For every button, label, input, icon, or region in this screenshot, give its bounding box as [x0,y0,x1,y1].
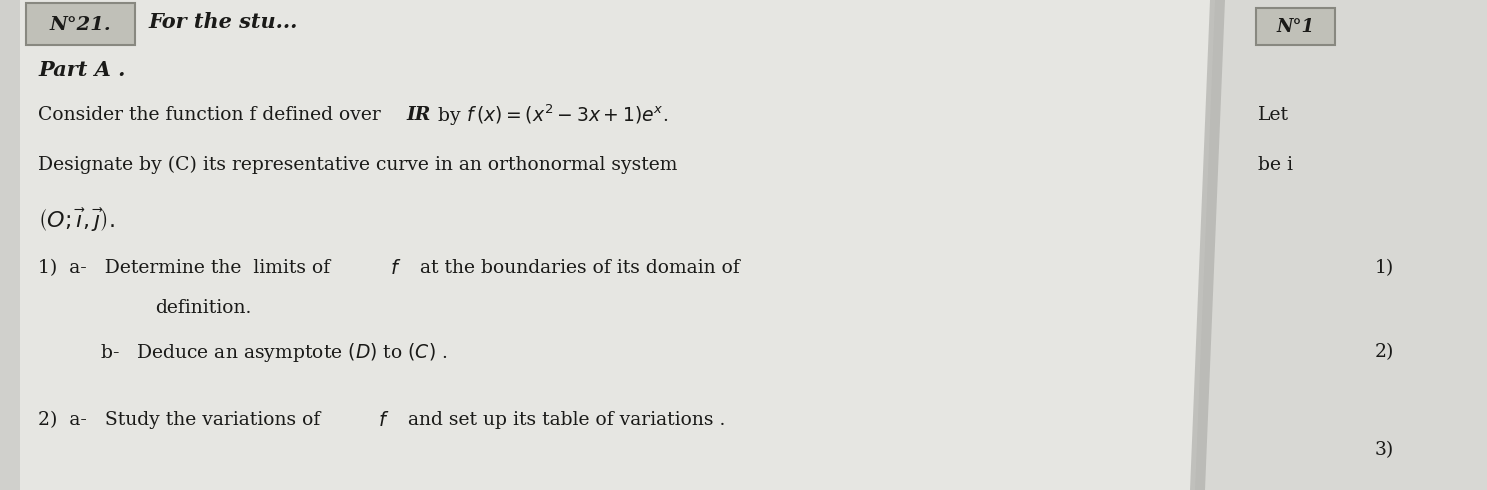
Text: $\left(O;\vec{\imath},\vec{\jmath}\right).$: $\left(O;\vec{\imath},\vec{\jmath}\right… [39,206,114,234]
Text: 2)  a-   Study the variations of: 2) a- Study the variations of [39,411,326,429]
FancyBboxPatch shape [25,3,135,45]
Text: N°1: N°1 [1276,18,1315,36]
Text: 3): 3) [1375,441,1395,459]
Text: 1)  a-   Determine the  limits of: 1) a- Determine the limits of [39,259,336,277]
Text: IR: IR [406,106,430,124]
Polygon shape [19,0,1219,490]
Text: and set up its table of variations .: and set up its table of variations . [396,411,726,429]
Text: $f$: $f$ [378,411,390,430]
Text: N°21.: N°21. [49,16,112,34]
Text: Let: Let [1258,106,1289,124]
Text: b-   Deduce an asymptote $(D)$ to $(C)$ .: b- Deduce an asymptote $(D)$ to $(C)$ . [100,341,448,364]
Text: at the boundaries of its domain of: at the boundaries of its domain of [407,259,739,277]
Text: Part A .: Part A . [39,60,125,80]
Text: definition.: definition. [155,299,251,317]
Text: $f$: $f$ [390,259,401,277]
Text: For the stu...: For the stu... [149,12,297,32]
Polygon shape [1196,0,1487,490]
Text: Consider the function f defined over: Consider the function f defined over [39,106,393,124]
Text: 2): 2) [1375,343,1395,361]
Text: 1): 1) [1375,259,1395,277]
Text: be i: be i [1258,156,1294,174]
Text: by $f\,(x)=\left(x^{2}-3x+1\right)e^{x}$.: by $f\,(x)=\left(x^{2}-3x+1\right)e^{x}$… [433,102,668,128]
Polygon shape [1190,0,1225,490]
Text: Designate by (C) its representative curve in an orthonormal system: Designate by (C) its representative curv… [39,156,678,174]
FancyBboxPatch shape [1257,8,1335,45]
